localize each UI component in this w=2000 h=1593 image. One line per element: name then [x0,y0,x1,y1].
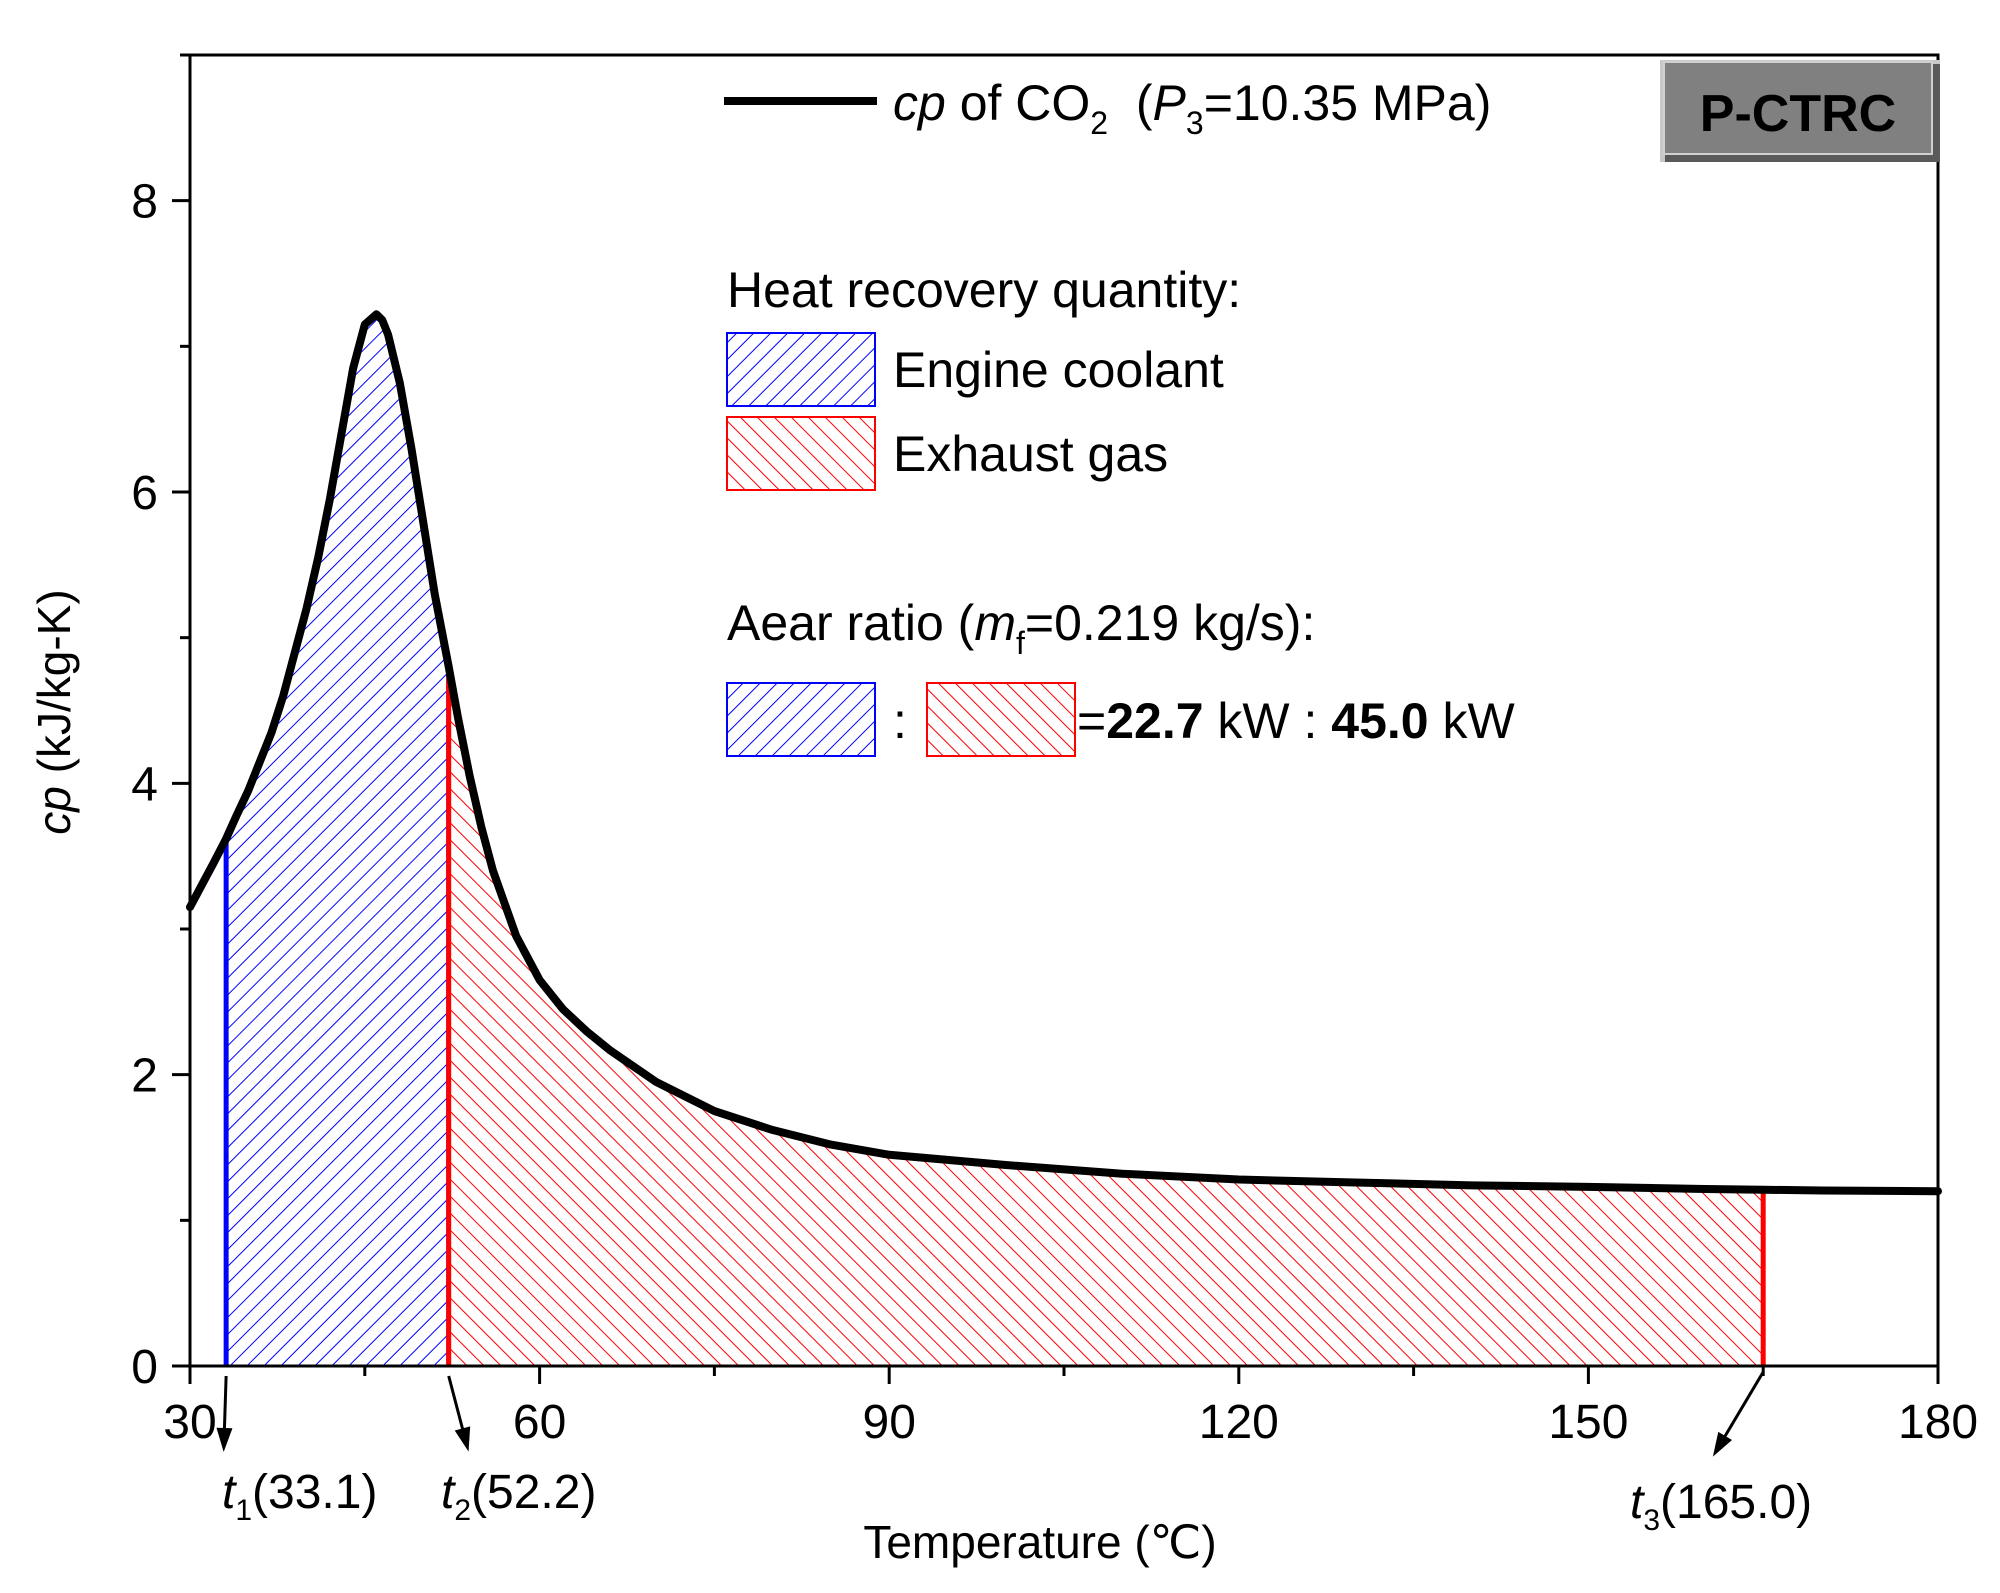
ratio-values: =22.7 kW : 45.0 kW [1077,693,1516,749]
marker-arrow-line [1716,1371,1765,1449]
ratio-colon: : [893,693,907,749]
marker-arrow-head [216,1427,233,1452]
y-axis-label: cp (kJ/kg-K) [28,589,80,834]
shaded-regions [223,314,1766,1367]
marker-label-t1: t1(33.1) [222,1466,377,1527]
y-tick-label: 8 [131,176,158,229]
marker-arrow-head [454,1426,471,1452]
exhaust-swatch [726,416,876,491]
x-tick-labels: 30 60 90 120 150 180 [163,1396,1978,1449]
y-tick-labels: 0 2 4 6 8 [131,176,158,1394]
marker-label-t3: t3(165.0) [1630,1476,1812,1537]
temperature-markers: t1(33.1) t2(52.2) t3(165.0) [216,1371,1812,1537]
x-tick-label: 120 [1199,1396,1279,1449]
x-tick-label: 150 [1548,1396,1628,1449]
coolant-label: Engine coolant [893,342,1224,398]
legend-line-label: cp of CO2 (P3=10.35 MPa) [893,75,1491,141]
coolant-swatch [726,332,876,407]
y-tick-label: 4 [131,758,158,811]
heat-recovery-title: Heat recovery quantity: [727,262,1241,318]
region-engine-coolant [226,314,449,1367]
marker-arrow-head [1712,1431,1733,1457]
x-tick-label: 180 [1898,1396,1978,1449]
axis-ticks [172,53,1940,1384]
badge-text: P-CTRC [1700,85,1896,143]
y-tick-label: 0 [131,1341,158,1394]
x-tick-label: 30 [163,1396,216,1449]
area-ratio-title: Aear ratio (mf=0.219 kg/s): [727,595,1315,661]
ratio-exhaust-swatch [926,682,1076,757]
cycle-badge: P-CTRC [1660,60,1940,162]
x-tick-label: 90 [863,1396,916,1449]
badge-box [1663,61,1933,155]
ratio-coolant-swatch [726,682,876,757]
x-axis-label: Temperature (℃) [863,1516,1216,1568]
legend: cp of CO2 (P3=10.35 MPa) Heat recovery q… [724,75,1516,757]
y-tick-label: 6 [131,467,158,520]
region-exhaust-gas [448,666,1764,1366]
series-lines [186,310,1942,1196]
marker-label-t2: t2(52.2) [441,1466,596,1527]
y-tick-label: 2 [131,1050,158,1103]
exhaust-label: Exhaust gas [893,426,1168,482]
cp-curve [186,310,1942,1196]
x-tick-label: 60 [513,1396,566,1449]
